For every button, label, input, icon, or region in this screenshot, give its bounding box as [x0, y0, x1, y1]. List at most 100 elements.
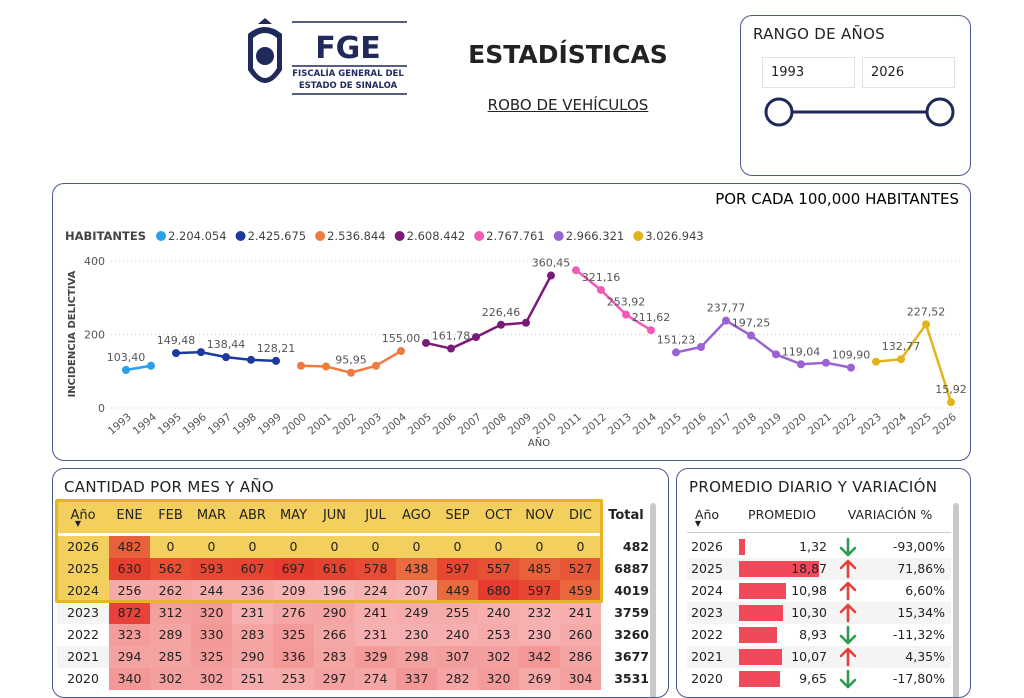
year-slicer: RANGO DE AÑOS 1993 2026: [740, 15, 971, 176]
variation-value: -17,80%: [892, 671, 945, 686]
average-value: 18,87: [791, 561, 827, 576]
average-bar: [739, 605, 783, 621]
matrix-cell: 482: [109, 536, 150, 558]
column-header: NOV: [519, 501, 560, 533]
matrix-cell: 697: [273, 558, 314, 580]
row-year: 2024: [691, 583, 723, 598]
matrix-cell: 289: [150, 624, 191, 646]
x-tick-label: 2011: [556, 411, 584, 437]
data-label: 128,21: [257, 342, 296, 355]
average-value: 9,65: [799, 671, 827, 686]
chart: POR CADA 100,000 HABITANTES INCIDENCIA D…: [65, 190, 967, 449]
data-point: [497, 320, 505, 329]
legend-marker: [553, 231, 564, 241]
arrow-shape: [839, 647, 857, 667]
x-tick-label: 1996: [181, 411, 209, 438]
sort-indicator[interactable]: ▼: [694, 519, 702, 528]
x-tick-label: 2010: [531, 411, 559, 437]
slicer-from[interactable]: 1993: [762, 57, 855, 88]
matrix-cell: 485: [519, 558, 560, 580]
matrix-cell: 340: [109, 668, 150, 690]
column-header: ENE: [109, 501, 150, 533]
matrix-cell: 241: [560, 602, 601, 624]
x-tick-label: 2026: [931, 411, 959, 438]
sort-indicator[interactable]: ▼: [74, 519, 82, 528]
series-line: [575, 269, 652, 332]
data-label: 226,46: [482, 306, 521, 319]
matrix-cell: 337: [396, 668, 437, 690]
slider-handle[interactable]: [764, 97, 794, 127]
x-tick-label: 2012: [581, 411, 609, 437]
matrix-cell: 256: [109, 580, 150, 602]
matrix-cell: 597: [437, 558, 478, 580]
data-point: [547, 271, 555, 280]
matrix-cell: 325: [273, 624, 314, 646]
x-tick-label: 2001: [306, 411, 334, 437]
data-point: [772, 350, 780, 359]
x-tick-label: 2016: [681, 411, 709, 438]
x-tick-label: 2008: [481, 411, 509, 437]
daily-table: Año PROMEDIO VARIACIÓN % ▼ 2026 1,32 -93,00% 20…: [687, 501, 957, 697]
legend-label: 2.608.442: [407, 229, 466, 243]
page-title: ESTADÍSTICAS: [468, 40, 668, 69]
matrix-cell: 255: [437, 602, 478, 624]
row-year: 2023: [691, 605, 723, 620]
matrix-cell: 240: [478, 602, 519, 624]
data-point: [722, 316, 730, 325]
matrix-cell: 0: [396, 536, 437, 558]
matrix-cell: 262: [150, 580, 191, 602]
daily-panel: PROMEDIO DIARIO Y VARIACIÓN Año PROMEDIO V…: [676, 468, 971, 698]
data-label: 109,90: [832, 349, 871, 362]
legend-label: 2.425.675: [248, 229, 307, 243]
matrix-cell: 253: [478, 624, 519, 646]
x-tick-label: 2002: [331, 411, 359, 437]
row-total: 3531: [601, 668, 651, 690]
data-point: [747, 331, 755, 340]
matrix-cell: 0: [355, 536, 396, 558]
legend-marker: [394, 231, 405, 241]
slider-handle[interactable]: [925, 97, 955, 127]
matrix-cell: 459: [560, 580, 601, 602]
average-value: 10,30: [791, 605, 827, 620]
row-total: 4019: [601, 580, 651, 602]
x-tick-label: 2018: [731, 411, 759, 437]
x-tick-label: 2022: [831, 411, 859, 437]
variation-value: 4,35%: [905, 649, 945, 664]
matrix-cell: 297: [314, 668, 355, 690]
data-point: [147, 361, 155, 370]
scrollbar[interactable]: [650, 503, 656, 697]
row-year: 2026: [57, 536, 109, 558]
variation-arrow: [839, 647, 857, 667]
x-tick-label: 2009: [506, 411, 534, 437]
slicer-to[interactable]: 2026: [862, 57, 955, 88]
legend-label: 2.767.761: [486, 229, 545, 243]
x-tick-label: 1997: [206, 411, 234, 437]
variation-arrow: [839, 625, 857, 645]
row-year: 2023: [57, 602, 109, 624]
y-axis-label: INCIDENCIA DELICTIVA: [67, 270, 78, 397]
data-label: 155,00: [382, 332, 421, 345]
x-tick-label: 2005: [406, 411, 434, 437]
matrix-cell: 274: [355, 668, 396, 690]
series-line: [675, 319, 852, 369]
arrow-shape: [839, 581, 857, 601]
data-point: [697, 342, 705, 351]
page-subtitle[interactable]: ROBO DE VEHÍCULOS: [487, 96, 649, 114]
matrix-cell: 680: [478, 580, 519, 602]
matrix-cell: 312: [150, 602, 191, 624]
column-header: Total: [601, 501, 651, 533]
column-header: SEP: [437, 501, 478, 533]
data-point: [797, 360, 805, 369]
matrix-cell: 294: [109, 646, 150, 668]
scrollbar[interactable]: [953, 503, 959, 697]
data-point: [397, 347, 405, 356]
data-point: [622, 310, 630, 319]
matrix-cell: 578: [355, 558, 396, 580]
matrix-cell: 224: [355, 580, 396, 602]
matrix-cell: 630: [109, 558, 150, 580]
average-bar: [739, 671, 780, 687]
matrix-cell: 269: [519, 668, 560, 690]
matrix-cell: 302: [191, 668, 232, 690]
data-point: [822, 358, 830, 367]
row-year: 2022: [57, 624, 109, 646]
